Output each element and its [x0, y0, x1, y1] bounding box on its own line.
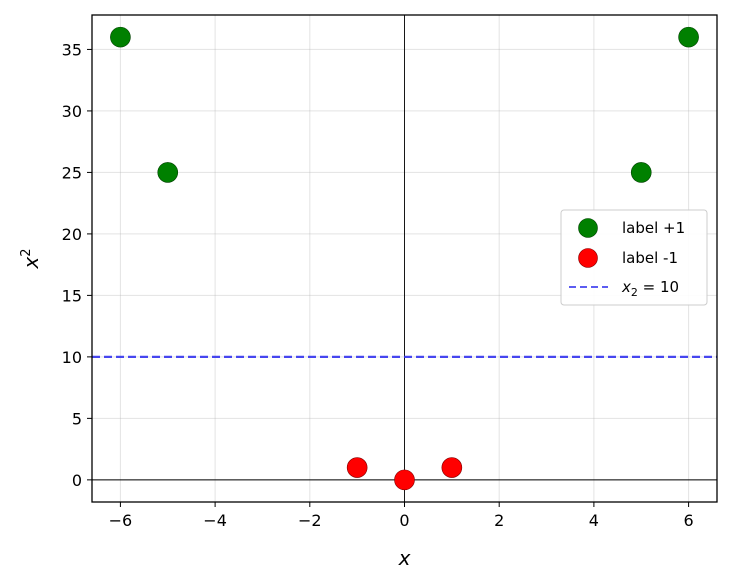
y-tick-label: 5 — [72, 409, 82, 428]
y-axis-label-base: x — [19, 257, 43, 270]
y-tick-label: 15 — [62, 286, 82, 305]
legend-label-minus-1: label -1 — [622, 249, 678, 267]
point-label-plus-1 — [630, 162, 652, 183]
x-tick-label: 6 — [683, 511, 693, 530]
x-tick-label: −4 — [203, 511, 227, 530]
legend-threshold-subscript: 2 — [631, 286, 638, 299]
x-tick-label: −6 — [109, 511, 133, 530]
y-tick-label: 0 — [72, 471, 82, 490]
legend-label-plus-1: label +1 — [622, 219, 685, 237]
x-tick-label: 0 — [399, 511, 409, 530]
legend-label-threshold-line: x2 = 10 — [621, 278, 679, 299]
legend-threshold-suffix: = 10 — [638, 278, 679, 296]
point-label-plus-1 — [678, 26, 699, 48]
x-ticks: −6 −4 −2 0 2 4 6 — [109, 502, 694, 530]
legend-marker-label-plus-1 — [578, 218, 598, 238]
legend-box — [560, 209, 708, 306]
point-label-plus-1 — [110, 26, 131, 48]
legend-marker-label-minus-1 — [578, 248, 598, 268]
y-tick-label: 30 — [62, 102, 82, 121]
point-label-minus-1 — [394, 469, 415, 491]
x-tick-label: −2 — [298, 511, 322, 530]
legend: label +1 label -1 x2 = 10 — [560, 209, 708, 306]
x-tick-label: 2 — [494, 511, 504, 530]
y-ticks: 0 5 10 15 20 25 30 35 — [62, 40, 92, 490]
x-tick-label: 4 — [589, 511, 599, 530]
y-tick-label: 20 — [62, 225, 82, 244]
data-layer — [92, 26, 717, 491]
point-label-minus-1 — [441, 457, 463, 478]
point-label-minus-1 — [346, 457, 368, 478]
point-label-plus-1 — [157, 162, 179, 183]
x-axis-label: x — [398, 546, 411, 570]
y-tick-label: 10 — [62, 348, 82, 367]
legend-threshold-prefix: x — [621, 278, 631, 296]
y-tick-label: 25 — [62, 163, 82, 182]
y-axis-label-superscript: 2 — [19, 248, 34, 256]
y-axis-label: x2 — [19, 248, 43, 269]
y-tick-label: 35 — [62, 40, 82, 59]
